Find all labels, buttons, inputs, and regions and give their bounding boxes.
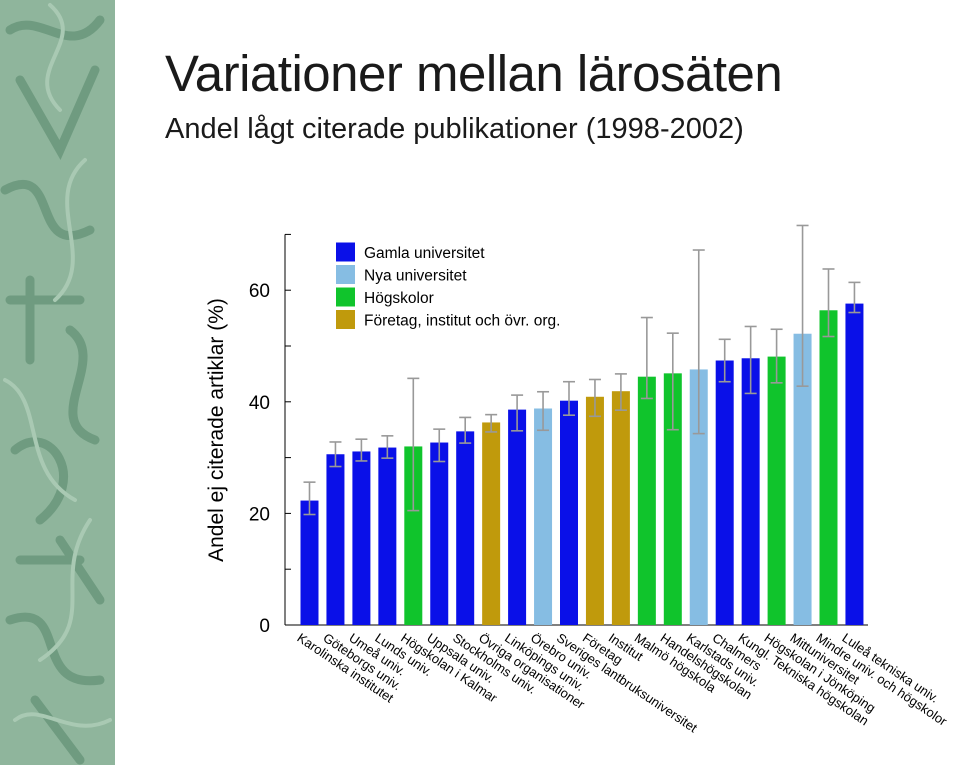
error-bar-ovriga-organisationer — [485, 413, 498, 433]
bar-umea-univ — [352, 451, 371, 625]
bar-hogskolan-i-jonkoping — [767, 356, 786, 625]
bar-goteborgs-univ — [326, 454, 345, 625]
page-subtitle: Andel lågt citerade publikationer (1998-… — [165, 113, 744, 145]
legend-label-nya-universitet: Nya universitet — [364, 268, 467, 285]
bar-lulea-tekniska-univ — [845, 303, 864, 625]
legend-swatch-hogskolor — [336, 287, 355, 307]
bar-handelshogskolan — [663, 373, 682, 625]
bar-sveriges-lantbruksuniversitet — [560, 400, 578, 625]
bar-institut — [611, 391, 630, 625]
y-tick-label: 40 — [249, 393, 270, 414]
error-bar-lulea-tekniska-univ — [848, 281, 861, 314]
bar-foretag — [585, 396, 604, 625]
legend-label-hogskolor: Högskolor — [364, 290, 434, 307]
error-bar-karolinska-institutet — [303, 481, 316, 516]
bar-stockholms-univ — [456, 431, 475, 625]
bar-kungl-tekniska-hogskolan — [741, 358, 760, 625]
error-bar-lunds-univ — [381, 435, 394, 459]
bar-ovriga-organisationer — [482, 422, 501, 625]
bar-mindre-univ-och-hogskolor — [819, 310, 838, 625]
y-tick-label: 0 — [259, 616, 270, 637]
calligraphy-pattern-icon — [0, 0, 115, 765]
legend: Gamla universitet Nya universitet Högskolo… — [336, 242, 560, 330]
legend-swatch-nya-universitet — [336, 265, 355, 284]
bar-lunds-univ — [378, 447, 397, 625]
error-bar-chalmers — [718, 338, 731, 383]
error-bar-foretag — [588, 378, 601, 418]
error-bar-mittuniversitet — [796, 224, 809, 387]
y-tick-label: 60 — [249, 281, 270, 302]
decorative-side-strip — [0, 0, 115, 765]
legend-label-foretag-institut-och-ovr-org: Företag, institut och övr. org. — [364, 313, 560, 330]
error-bar-karlstads-univ — [692, 249, 705, 435]
y-tick-label: 20 — [249, 504, 270, 525]
error-bars — [303, 224, 861, 516]
page-title: Variationer mellan lärosäten — [165, 45, 783, 102]
error-bar-mindre-univ-och-hogskolor — [822, 268, 835, 338]
error-bar-kungl-tekniska-hogskolan — [744, 325, 757, 395]
error-bar-umea-univ — [355, 438, 368, 462]
legend-label-gamla-universitet: Gamla universitet — [364, 245, 485, 262]
y-axis-title: Andel ej citerade artiklar (%) — [205, 298, 228, 562]
error-bar-stockholms-univ — [459, 416, 472, 444]
bar-hogskolan-i-kalmar — [404, 446, 423, 625]
bar-karolinska-institutet — [300, 500, 319, 625]
bar-uppsala-univ — [430, 442, 449, 625]
legend-swatch-foretag-institut-och-ovr-org — [336, 310, 355, 329]
bar-mittuniversitet — [793, 333, 812, 625]
bar-malmo-hogskola — [637, 376, 656, 625]
error-bar-institut — [614, 373, 627, 411]
error-bar-uppsala-univ — [433, 428, 446, 463]
bar-linkopings-univ — [508, 409, 527, 625]
error-bar-goteborgs-univ — [329, 441, 342, 468]
legend-swatch-gamla-universitet — [336, 242, 355, 262]
error-bar-hogskolan-i-kalmar — [407, 377, 420, 512]
bar-orebro-univ — [534, 408, 553, 625]
error-bar-handelshogskolan — [666, 332, 679, 431]
error-bar-hogskolan-i-jonkoping — [770, 328, 783, 384]
bar-chalmers — [715, 360, 734, 625]
error-bar-malmo-hogskola — [640, 316, 653, 400]
error-bar-orebro-univ — [537, 390, 550, 432]
error-bar-linkopings-univ — [511, 394, 524, 432]
y-axis-ticks: 0 20 40 60 — [249, 233, 291, 637]
error-bar-sveriges-lantbruksuniversitet — [563, 380, 575, 416]
bar-series — [300, 303, 864, 625]
